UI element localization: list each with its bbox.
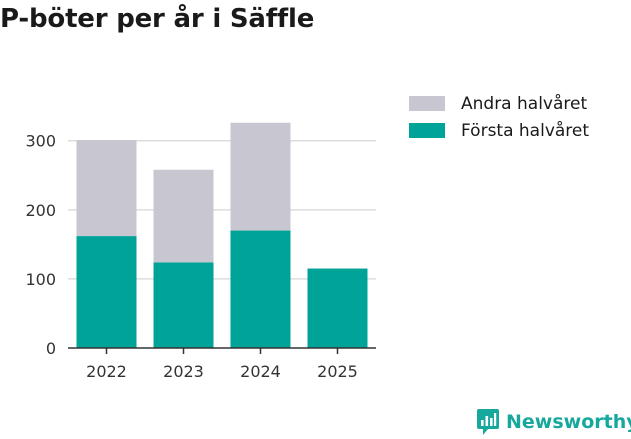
bar-2023-forsta	[153, 262, 214, 348]
bar-2022-andra	[76, 140, 137, 237]
axes	[68, 347, 376, 354]
newsworthy-logo-icon	[477, 409, 499, 435]
y-tick-label-200: 200	[25, 201, 56, 220]
bar-2023-andra	[153, 169, 214, 263]
bar-2024-andra	[230, 122, 291, 231]
chart-title: P-böter per år i Säffle	[0, 4, 315, 34]
legend-swatch-andra	[409, 96, 445, 111]
bar-2022-forsta	[76, 236, 137, 348]
tick-labels: 0 100 200 300 2022 2023 2024 2025	[25, 132, 357, 381]
legend-swatch-forsta	[409, 123, 445, 138]
legend-label-andra: Andra halvåret	[461, 93, 588, 114]
bar-2025-forsta	[307, 268, 368, 348]
legend-item-forsta: Första halvåret	[409, 117, 589, 144]
x-tick-label-2022: 2022	[86, 362, 127, 381]
brand-logo: Newsworthy	[476, 408, 631, 436]
bar-2024-forsta	[230, 230, 291, 348]
y-tick-label-300: 300	[25, 132, 56, 151]
bars	[76, 122, 368, 348]
legend: Andra halvåret Första halvåret	[409, 90, 589, 144]
x-tick-label-2025: 2025	[317, 362, 358, 381]
legend-label-forsta: Första halvåret	[461, 120, 590, 141]
legend-item-andra: Andra halvåret	[409, 90, 589, 117]
y-tick-label-0: 0	[46, 339, 56, 358]
y-tick-label-100: 100	[25, 270, 56, 289]
brand-name: Newsworthy	[506, 411, 631, 433]
x-tick-label-2023: 2023	[163, 362, 204, 381]
x-tick-label-2024: 2024	[240, 362, 281, 381]
